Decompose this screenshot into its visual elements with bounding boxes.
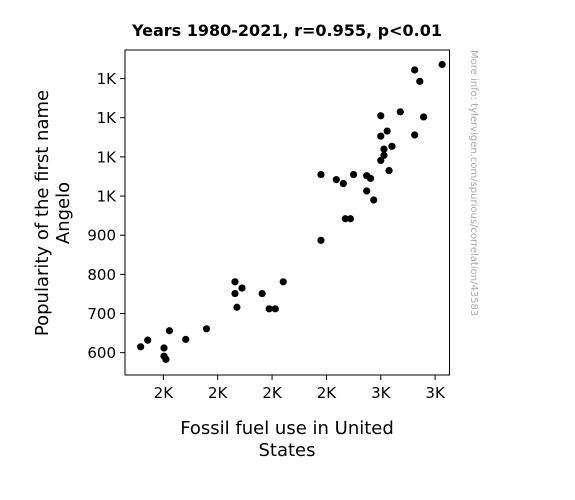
y-tick-label: 1K (97, 70, 118, 88)
scatter-point (317, 236, 325, 244)
y-tick-label: 700 (87, 305, 116, 323)
x-tick-label: 3K (425, 384, 446, 402)
scatter-point (238, 284, 246, 292)
scatter-point (396, 108, 404, 116)
scatter-point (231, 278, 239, 286)
x-tick-label: 2K (154, 384, 175, 402)
y-tick-label: 1K (97, 188, 118, 206)
scatter-point (377, 132, 385, 140)
scatter-point (420, 113, 428, 121)
scatter-point (388, 142, 396, 150)
y-axis-label-line-2: Angelo (53, 182, 74, 244)
scatter-point (346, 215, 354, 223)
scatter-point (279, 278, 287, 286)
scatter-point (332, 176, 340, 184)
scatter-point (349, 170, 358, 179)
x-tick-label: 2K (262, 384, 283, 402)
scatter-point (339, 179, 347, 188)
scatter-point (341, 215, 349, 223)
scatter-point (233, 303, 241, 311)
scatter-point (165, 327, 174, 335)
x-axis-label: Fossil fuel use in United States (180, 418, 394, 461)
data-points (137, 60, 446, 363)
watermark-text: More info: tylervigen.com/spurious/corre… (468, 50, 479, 316)
scatter-point (411, 131, 419, 139)
x-tick-label: 2K (208, 384, 229, 402)
scatter-point (137, 343, 145, 351)
plot-area (124, 49, 450, 376)
scatter-point (438, 60, 446, 69)
scatter-point (383, 127, 391, 135)
x-tick-label: 3K (371, 384, 392, 402)
scatter-point (271, 305, 279, 313)
scatter-point (380, 145, 388, 153)
scatter-point (231, 289, 239, 298)
y-tick-label: 900 (87, 227, 116, 245)
scatter-point (416, 77, 424, 85)
scatter-point (202, 325, 211, 333)
scatter-point (370, 196, 378, 204)
x-tick-label: 2K (317, 384, 338, 402)
y-axis-label: Popularity of the first name Angelo (32, 90, 74, 336)
y-tick-label: 800 (87, 266, 116, 284)
y-tick-label: 1K (97, 109, 118, 127)
scatter-point (380, 151, 388, 159)
scatter-point (265, 305, 273, 313)
scatter-point (160, 344, 168, 352)
scatter-point (182, 335, 190, 343)
scatter-point (363, 187, 371, 195)
y-tick-label: 600 (87, 344, 116, 362)
x-axis-label-line-2: States (258, 440, 315, 461)
scatter-point (377, 112, 385, 120)
scatter-point (411, 66, 419, 74)
scatter-point (258, 289, 266, 298)
scatter-point (317, 170, 325, 179)
y-axis-label-line-1: Popularity of the first name (32, 90, 53, 336)
scatter-point (366, 174, 375, 183)
y-tick-label: 1K (97, 148, 118, 166)
scatter-point (162, 355, 170, 363)
scatter-point (385, 167, 393, 175)
chart-title: Years 1980-2021, r=0.955, p<0.01 (131, 21, 442, 40)
scatter-point (144, 336, 152, 344)
x-axis-label-line-1: Fossil fuel use in United (180, 418, 394, 439)
axis-ticks: 2K 2K 2K 2K 3K 3K 600 700 800 900 1K 1K 1K 1K (87, 70, 446, 402)
